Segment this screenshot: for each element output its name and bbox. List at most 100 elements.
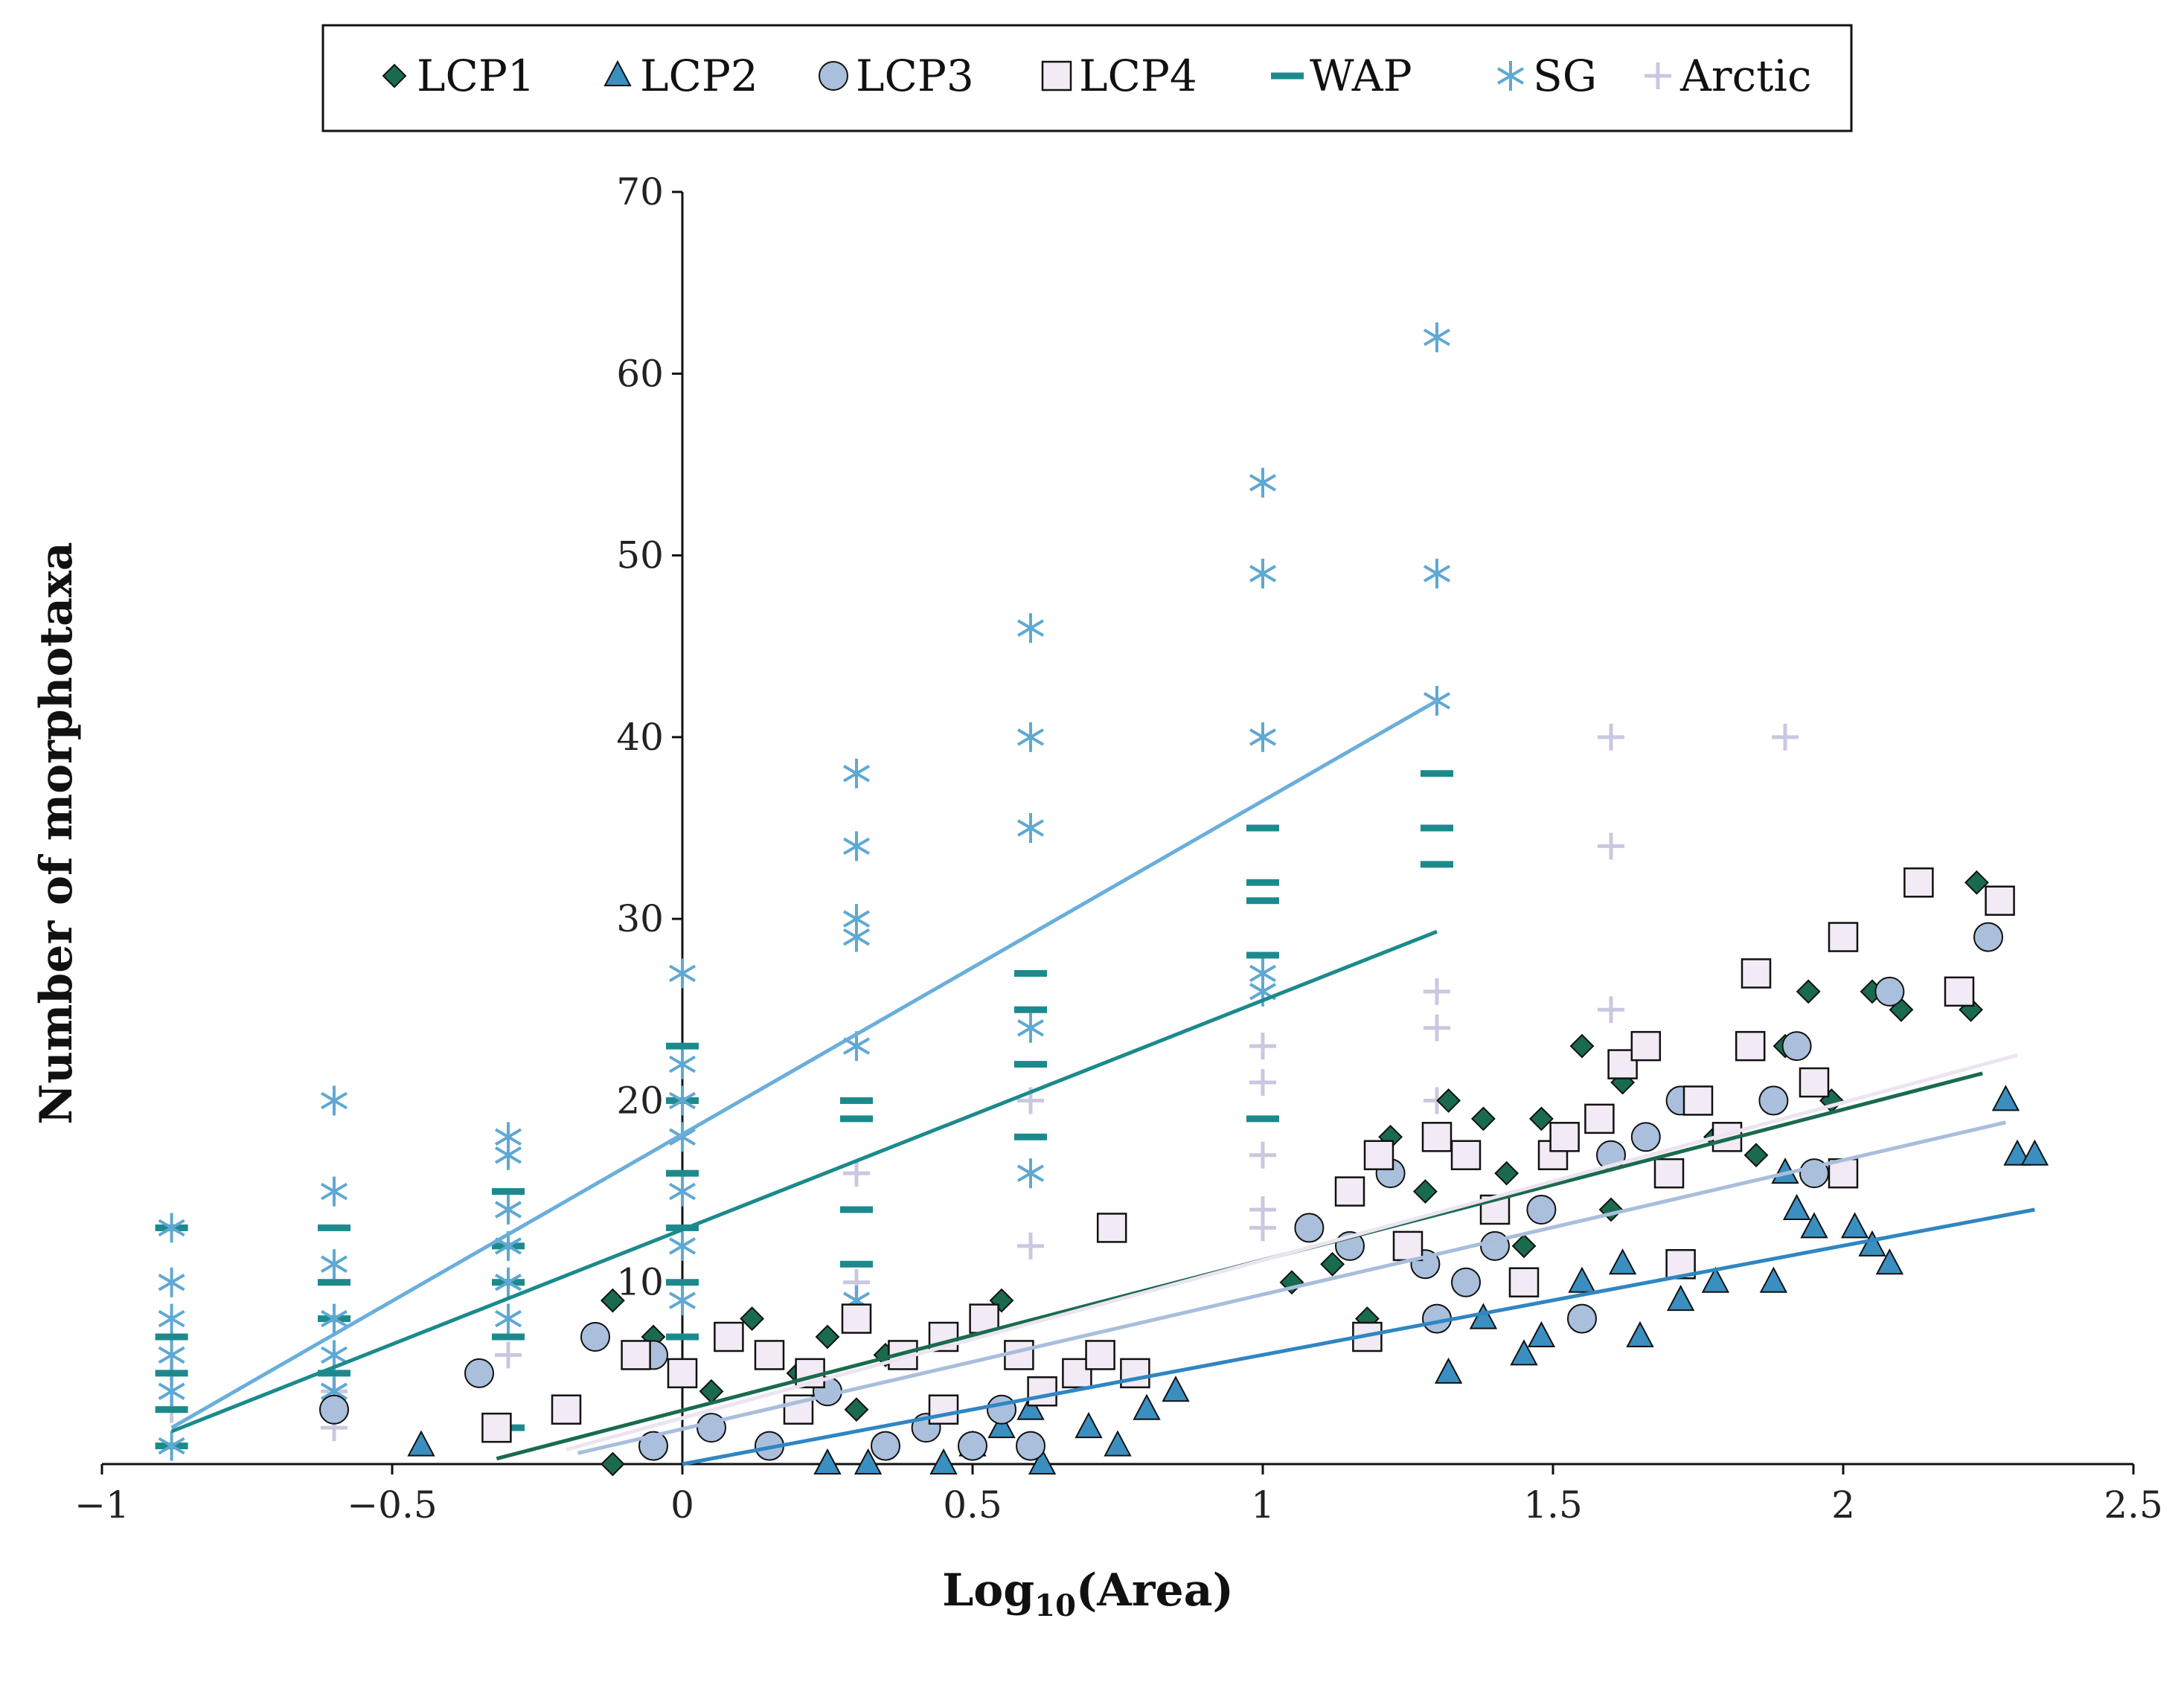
- data-point-lcp2: [1434, 1357, 1463, 1384]
- data-point-sg: [320, 1085, 348, 1116]
- legend-item-lcp1: LCP1: [382, 51, 535, 101]
- trend-line-lcp2: [682, 1207, 2035, 1466]
- data-point-wap: [492, 1188, 525, 1196]
- data-point-wap: [1014, 1061, 1047, 1068]
- data-point-lcp3: [1451, 1267, 1481, 1297]
- data-point-sg: [158, 1376, 185, 1407]
- data-point-sg: [1016, 813, 1045, 843]
- data-point-wap: [1014, 969, 1047, 977]
- data-point-wap: [155, 1370, 188, 1377]
- data-point-lcp2: [1527, 1320, 1556, 1347]
- data-point-wap: [1246, 824, 1279, 832]
- data-point-wap: [840, 1260, 873, 1268]
- data-point-lcp4: [1944, 976, 1975, 1007]
- data-point-lcp4: [1985, 885, 2015, 916]
- data-point-lcp4: [1741, 958, 1772, 989]
- data-point-lcp2: [2020, 1139, 2049, 1166]
- x-tick-label: 0: [670, 1483, 694, 1527]
- data-point-arctic: [1598, 996, 1624, 1024]
- data-point-arctic: [1598, 723, 1624, 751]
- data-point-lcp3: [1016, 1431, 1045, 1461]
- data-point-sg: [158, 1303, 185, 1334]
- data-point-lcp4: [1421, 1122, 1453, 1152]
- data-point-lcp3: [319, 1394, 349, 1425]
- data-point-sg: [1423, 322, 1451, 353]
- data-point-lcp1: [600, 1288, 625, 1313]
- legend-items: LCP1 LCP2 LCP3 LCP4 WAP SG Arctic: [382, 51, 1811, 101]
- legend-marker-arctic: [1645, 62, 1671, 89]
- legend-item-wap: WAP: [1271, 51, 1412, 101]
- data-point-lcp4: [1735, 1030, 1766, 1062]
- legend-marker-lcp2: [603, 60, 632, 86]
- data-point-lcp2: [854, 1448, 883, 1474]
- data-point-sg: [494, 1303, 522, 1334]
- series-lcp4: [481, 867, 2015, 1443]
- data-point-sg: [842, 831, 871, 861]
- data-point-wap: [666, 1042, 699, 1050]
- data-point-sg: [1249, 559, 1277, 588]
- data-point-lcp2: [1800, 1212, 1828, 1239]
- y-ticks: 10 20 30 40 50 60 70: [616, 170, 682, 1304]
- data-point-lcp3: [1758, 1085, 1789, 1116]
- data-point-arctic: [1249, 1214, 1276, 1242]
- x-tick-label: 2: [1831, 1483, 1855, 1527]
- x-axis-title: Log10(Area): [942, 1565, 1234, 1623]
- data-point-wap: [840, 1206, 873, 1213]
- legend-marker-lcp4: [1041, 60, 1072, 92]
- x-tick-label: 1: [1251, 1483, 1275, 1527]
- data-point-lcp1: [1528, 1106, 1554, 1132]
- legend: LCP1 LCP2 LCP3 LCP4 WAP SG Arctic: [321, 24, 1853, 132]
- x-tick-label: −0.5: [347, 1483, 437, 1527]
- data-point-lcp4: [481, 1412, 512, 1443]
- data-point-lcp4: [1392, 1230, 1424, 1262]
- legend-label-lcp1: LCP1: [417, 51, 535, 101]
- data-point-wap: [1421, 770, 1453, 777]
- data-point-lcp2: [1666, 1285, 1695, 1312]
- data-point-wap: [1246, 1115, 1279, 1123]
- y-tick-label: 40: [616, 716, 664, 759]
- data-point-wap: [1014, 1133, 1047, 1140]
- data-point-lcp4: [928, 1394, 959, 1425]
- x-axis-title-subscript: 10: [1034, 1588, 1076, 1623]
- legend-item-sg: SG: [1496, 51, 1597, 101]
- data-point-wap: [666, 1279, 699, 1286]
- legend-label-lcp2: LCP2: [640, 51, 758, 101]
- data-point-sg: [494, 1267, 522, 1297]
- data-point-lcp1: [815, 1324, 840, 1350]
- data-point-wap: [666, 1169, 699, 1177]
- data-point-sg: [494, 1195, 522, 1225]
- trend-line-wap: [170, 929, 1438, 1434]
- data-point-lcp2: [1782, 1193, 1811, 1220]
- data-point-lcp1: [1964, 870, 1989, 895]
- axes: −1 −0.5 0 0.5 1 1.5 2 2.5 10 20 30 40 50 60 70: [74, 170, 2163, 1527]
- data-point-sg: [158, 1213, 185, 1243]
- legend-marker-lcp3: [819, 61, 848, 91]
- x-tick-label: 1.5: [1523, 1483, 1583, 1527]
- data-point-lcp2: [1701, 1266, 1730, 1293]
- data-point-lcp2: [987, 1412, 1016, 1439]
- data-point-lcp2: [1104, 1430, 1132, 1457]
- data-point-lcp1: [740, 1306, 765, 1331]
- data-point-lcp1: [1569, 1033, 1595, 1059]
- data-point-sg: [842, 922, 871, 952]
- legend-label-arctic: Arctic: [1679, 51, 1811, 101]
- data-point-sg: [158, 1431, 185, 1461]
- data-point-lcp4: [1062, 1358, 1092, 1389]
- y-tick-label: 30: [616, 897, 664, 940]
- data-point-lcp2: [1028, 1448, 1057, 1474]
- y-axis-title: Number of morphotaxa: [31, 542, 83, 1124]
- data-point-wap: [1246, 897, 1279, 905]
- data-point-lcp2: [1608, 1248, 1637, 1275]
- trend-layer: [170, 699, 2035, 1466]
- data-point-sg: [1016, 1158, 1045, 1189]
- data-point-wap: [1421, 824, 1453, 832]
- data-point-arctic: [1772, 723, 1799, 751]
- data-point-lcp3: [1294, 1213, 1325, 1243]
- data-point-wap: [1421, 861, 1453, 868]
- data-point-lcp1: [1470, 1106, 1496, 1132]
- data-point-lcp3: [1480, 1230, 1510, 1261]
- data-point-sg: [1016, 613, 1045, 644]
- data-point-lcp3: [464, 1358, 494, 1388]
- series-sg: [158, 322, 1451, 1461]
